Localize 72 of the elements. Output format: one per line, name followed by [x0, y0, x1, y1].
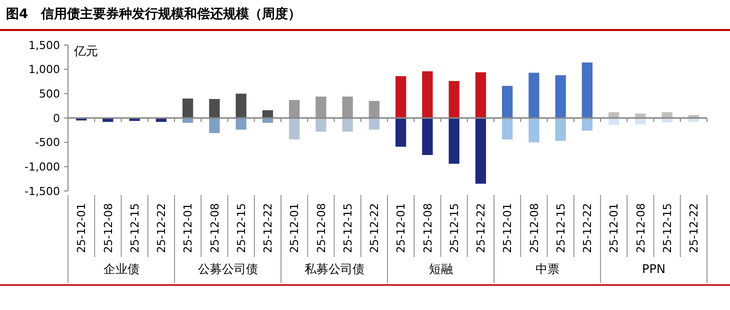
text: 企业债	[103, 262, 140, 276]
bar	[262, 110, 274, 118]
bar	[635, 118, 646, 124]
x-tick-label: 25-12-08	[208, 203, 222, 253]
bar	[608, 112, 620, 118]
bar	[395, 118, 406, 147]
x-tick-label: 25-12-01	[394, 203, 408, 253]
bar	[236, 94, 246, 118]
bar	[448, 81, 460, 118]
x-tick-label: 25-12-15	[660, 203, 674, 253]
bar	[182, 98, 194, 118]
y-tick-label: -1,500	[24, 184, 60, 198]
x-tick-label: 25-12-22	[581, 203, 594, 253]
bar	[422, 118, 433, 155]
bar	[236, 118, 246, 130]
bar	[448, 118, 460, 164]
bar	[316, 96, 326, 118]
bar	[395, 76, 406, 118]
x-tick-label: 25-12-08	[528, 203, 541, 253]
x-tick-label: 25-12-22	[368, 203, 382, 253]
bar	[502, 86, 513, 118]
x-tick-label: 25-12-15	[554, 203, 568, 253]
x-tick-label: 25-12-08	[421, 203, 434, 253]
x-tick-label: 25-12-15	[448, 203, 461, 253]
bar	[342, 118, 353, 132]
x-tick-label: 25-12-22	[688, 203, 701, 253]
x-tick-label: 25-12-01	[608, 203, 621, 253]
bar	[209, 99, 220, 118]
y-tick-label: 0	[53, 112, 60, 125]
y-tick-label: -500	[35, 136, 60, 150]
x-tick-label: 25-12-22	[155, 203, 168, 253]
x-tick-label: 25-12-08	[102, 203, 115, 253]
bar	[288, 100, 300, 118]
x-tick-label: 25-12-22	[474, 203, 488, 253]
y-tick-label: 1,000	[28, 63, 60, 76]
x-tick-label: 25-12-01	[501, 203, 514, 253]
bar	[288, 118, 300, 140]
x-tick-label: 25-12-08	[634, 203, 648, 253]
bar	[316, 118, 326, 132]
x-tick-label: 25-12-15	[128, 203, 142, 253]
bar	[528, 72, 540, 118]
x-tick-label: 25-12-15	[341, 203, 354, 253]
bar	[209, 118, 220, 134]
bar	[422, 71, 433, 118]
bar	[342, 96, 353, 118]
chart-title: 图4 信用债主要券种发行规模和偿还规模（周度）	[6, 6, 302, 22]
y-tick-label: -1,000	[24, 160, 60, 174]
bar	[662, 112, 672, 118]
bar	[528, 118, 540, 142]
bar	[635, 114, 646, 118]
x-tick-label: 25-12-01	[75, 203, 88, 253]
x-tick-label: 25-12-01	[182, 203, 195, 253]
text: 中票	[535, 262, 560, 276]
y-tick-label: 500	[39, 88, 60, 101]
y-axis-title: 亿元	[73, 44, 98, 58]
bar	[582, 62, 593, 118]
text: 公募公司债	[198, 262, 258, 276]
bar	[475, 72, 486, 118]
bar	[475, 118, 486, 184]
bar	[555, 75, 566, 118]
x-tick-label: 25-12-08	[314, 203, 328, 253]
x-tick-label: 25-12-15	[234, 203, 248, 253]
bar	[582, 118, 593, 131]
x-tick-label: 25-12-22	[262, 203, 275, 253]
text: 短融	[428, 262, 453, 276]
text: PPN	[642, 262, 666, 276]
bar	[502, 118, 513, 140]
y-tick-label: 1,500	[28, 38, 60, 52]
x-tick-label: 25-12-01	[288, 203, 302, 253]
text: 私募公司债	[304, 262, 364, 276]
bar	[555, 118, 566, 141]
bar	[368, 100, 380, 118]
